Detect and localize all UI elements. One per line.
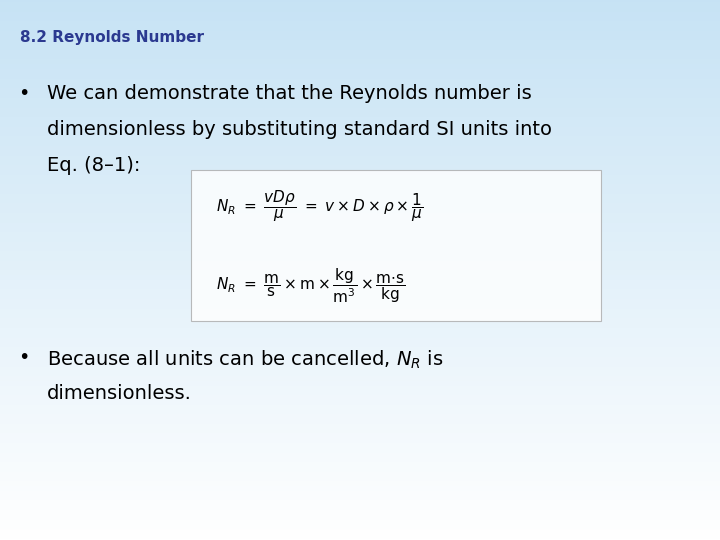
Text: Because all units can be cancelled, $N_R$ is: Because all units can be cancelled, $N_R… — [47, 348, 444, 370]
Text: •: • — [18, 84, 30, 103]
Text: 8.2 Reynolds Number: 8.2 Reynolds Number — [20, 30, 204, 45]
Text: $N_R \ = \ \dfrac{vD\rho}{\mu} \ = \ v \times D \times \rho \times \dfrac{1}{\mu: $N_R \ = \ \dfrac{vD\rho}{\mu} \ = \ v \… — [216, 188, 423, 224]
Text: •: • — [18, 348, 30, 367]
FancyBboxPatch shape — [191, 170, 601, 321]
Text: $N_R \ = \ \dfrac{\mathrm{m}}{\mathrm{s}} \times \mathrm{m} \times \dfrac{\mathr: $N_R \ = \ \dfrac{\mathrm{m}}{\mathrm{s}… — [216, 266, 405, 305]
Text: Eq. (8–1):: Eq. (8–1): — [47, 156, 140, 175]
Text: dimensionless.: dimensionless. — [47, 384, 192, 403]
Text: dimensionless by substituting standard SI units into: dimensionless by substituting standard S… — [47, 120, 552, 139]
Text: We can demonstrate that the Reynolds number is: We can demonstrate that the Reynolds num… — [47, 84, 531, 103]
